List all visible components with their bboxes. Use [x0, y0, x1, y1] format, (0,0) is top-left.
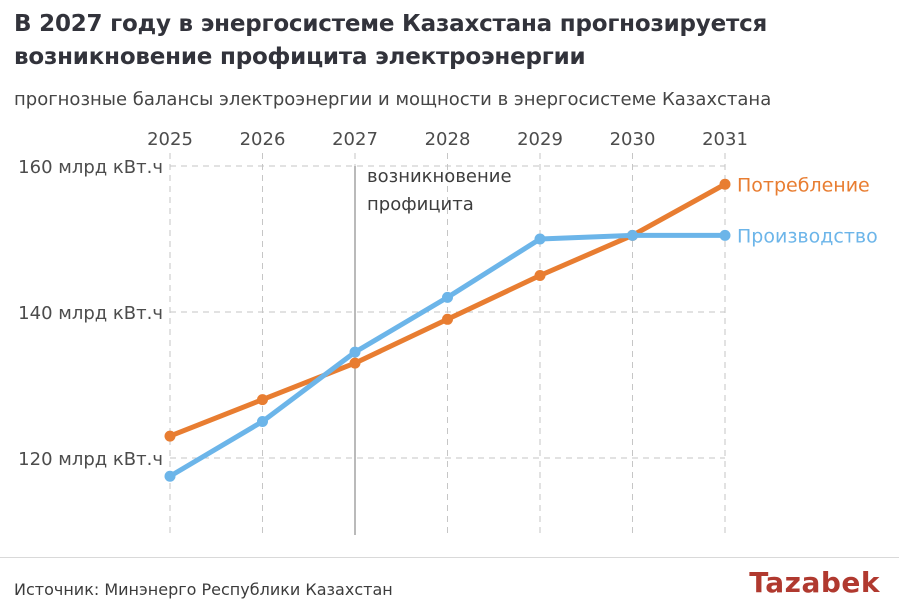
- page-title: В 2027 году в энергосистеме Казахстана п…: [14, 11, 768, 70]
- x-tick-label: 2027: [332, 129, 378, 150]
- data-point: [257, 394, 268, 406]
- data-point: [442, 313, 453, 325]
- x-tick-label: 2025: [147, 129, 193, 150]
- data-point: [627, 229, 638, 241]
- data-point: [534, 233, 546, 245]
- annotation-text: профицита: [367, 194, 474, 215]
- annotation-text: возникновение: [367, 166, 512, 187]
- data-point: [442, 291, 453, 303]
- x-tick-label: 2028: [425, 129, 471, 150]
- x-tick-label: 2031: [702, 129, 748, 150]
- data-point: [349, 346, 361, 358]
- data-point: [164, 430, 176, 442]
- y-tick-label: 140 млрд кВт.ч: [18, 303, 163, 324]
- data-point: [719, 178, 731, 190]
- data-point: [257, 416, 268, 427]
- page-subtitle: прогнозные балансы электроэнергии и мощн…: [14, 89, 772, 110]
- data-point: [349, 357, 361, 369]
- x-tick-label: 2029: [517, 129, 563, 150]
- data-point: [719, 229, 731, 241]
- header: В 2027 году в энергосистеме Казахстана п…: [14, 4, 834, 110]
- footer-divider: [0, 557, 899, 558]
- tazabek-logo: Tazabek: [749, 566, 880, 599]
- data-point: [534, 270, 546, 281]
- legend-label-production: Производство: [737, 225, 878, 247]
- legend-label-consumption: Потребление: [737, 174, 870, 196]
- source-text: Источник: Минэнерго Республики Казахстан: [14, 580, 393, 599]
- x-tick-label: 2026: [240, 129, 286, 150]
- data-point: [164, 470, 176, 482]
- y-tick-label: 160 млрд кВт.ч: [18, 157, 163, 178]
- x-tick-label: 2030: [610, 129, 656, 150]
- y-tick-label: 120 млрд кВт.ч: [18, 449, 163, 470]
